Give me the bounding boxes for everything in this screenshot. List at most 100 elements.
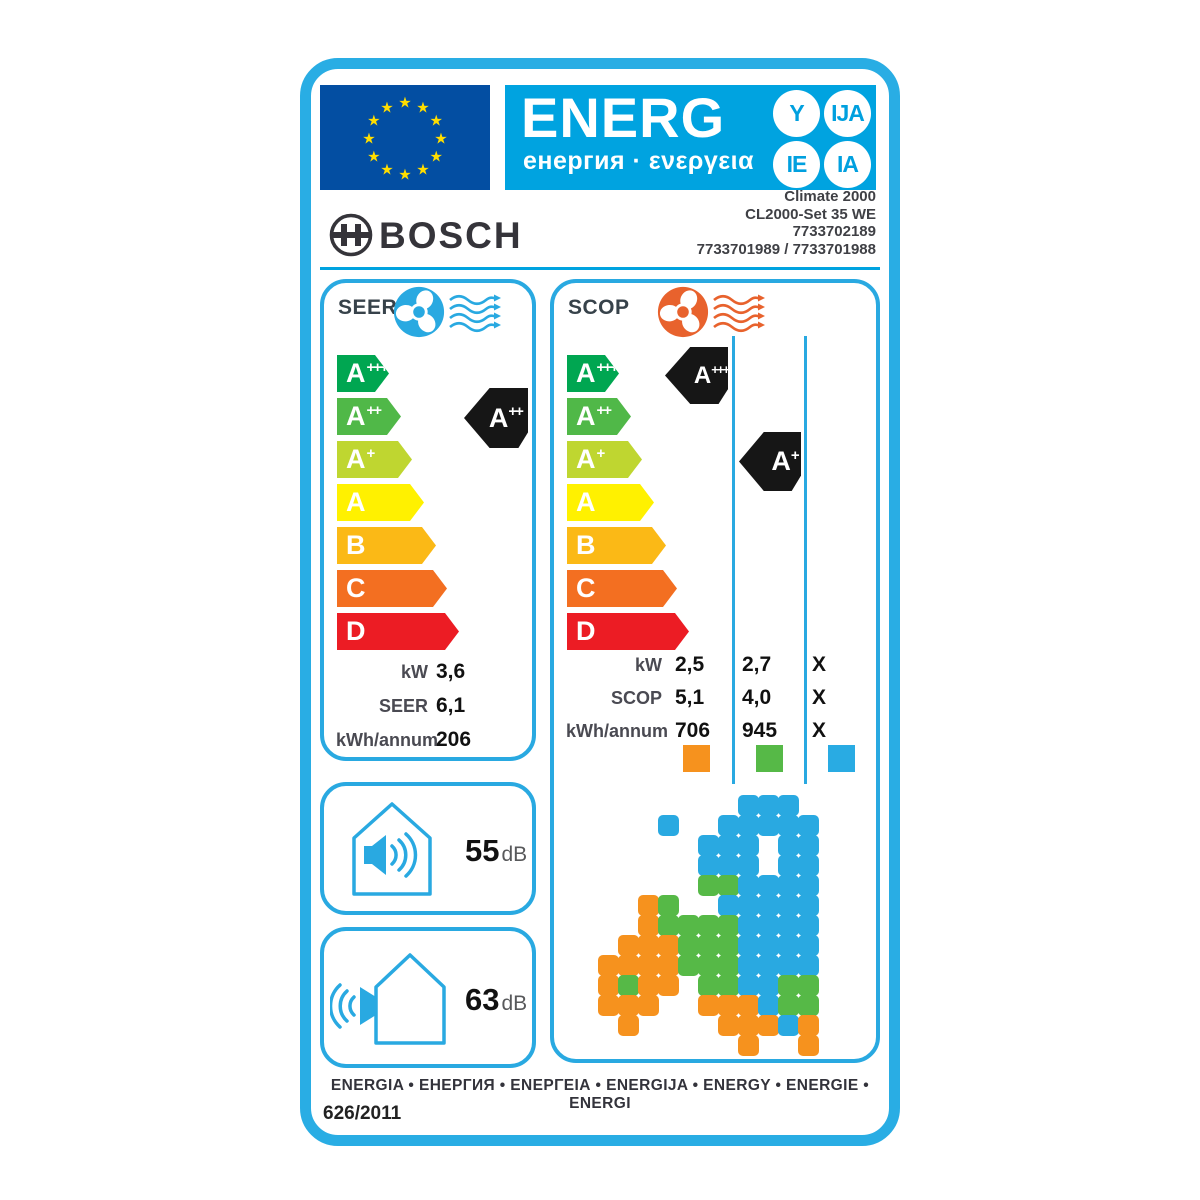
seer-value-row: SEER 6,1 [324,694,532,718]
value-label: kWh/annum [566,721,668,741]
seer-section: SEER A +++ A ++ A + [320,279,536,761]
svg-text:★: ★ [380,162,393,179]
outdoor-noise-value: 63 dB [465,982,527,1018]
svg-text:★: ★ [429,149,442,166]
value-label: SCOP [610,688,662,708]
energ-title: ENERG [521,86,726,149]
eu-flag: ★ ★★★★★★★★★★★ [320,85,490,190]
svg-text:★: ★ [398,167,411,184]
svg-text:★: ★ [367,149,380,166]
outdoor-noise-section: 63 dB [320,927,536,1068]
badge-ia: IA [824,141,871,188]
rating-arrow-a: A [337,484,424,521]
noise-number: 55 [465,833,500,868]
value: 706 [675,719,711,742]
value: X [812,653,827,676]
value: 6,1 [436,694,466,717]
svg-text:★: ★ [380,99,393,116]
warm-zone-swatch [683,745,710,772]
product-line: 7733702189 [792,223,876,240]
badge-ija: IJA [824,90,871,137]
eu-energy-label: ★ ★ ★ ★ ★ ★ ★ ★ ★ ★ ★ ★ ENERG енергия · ενεργεια Y … [300,58,900,1146]
seer-rating-pointer: A ++ [464,388,528,448]
value: 945 [742,719,778,742]
product-info: Climate 2000 CL2000-Set 35 WE 7733702189… [697,188,876,258]
product-line: CL2000-Set 35 WE [745,205,876,223]
seer-value-row: kWh/annum 206 [324,728,532,752]
badge-y: Y [773,90,820,137]
energia-languages-line: ENERGIA • ЕНЕРГИЯ • ΕΝΕΡΓΕΙΑ • ENERGIJA … [330,1077,870,1112]
climate-zone-divider-1 [732,336,735,784]
rating-arrow-b: B [567,527,666,564]
rating-arrow-c: C [567,570,677,607]
value-label: kW [635,655,662,675]
indoor-noise-value: 55 dB [465,833,527,869]
brand-name: BOSCH [379,215,523,256]
value: 3,6 [436,660,466,683]
rating-arrow-d: D [567,613,689,650]
scop-section: SCOP A +++ A ++ [550,279,880,1063]
energ-banner: ENERG енергия · ενεργεια Y IJA IE IA [505,85,876,190]
value: X [812,686,827,709]
svg-text:★: ★ [416,99,429,116]
climate-zone-divider-2 [804,336,807,784]
average-zone-swatch [756,745,783,772]
seer-rating-scale: A +++ A ++ A + A B C D [337,355,459,656]
svg-text:★: ★ [416,162,429,179]
seer-value-row: kW 3,6 [324,660,532,684]
scop-rating-scale: A +++ A ++ A + A B C D [567,355,689,656]
product-line: Climate 2000 [784,188,876,205]
warm-air-waves-icon [713,294,765,333]
rating-arrow-a3: A +++ [567,355,619,392]
cold-zone-swatch [828,745,855,772]
svg-text:★: ★ [429,113,442,130]
eu-stars: ★ ★★★★★★★★★★★ [362,95,447,184]
outdoor-noise-icon [330,953,446,1045]
svg-text:★: ★ [362,131,375,148]
value: 4,0 [742,686,772,709]
rating-arrow-a3: A +++ [337,355,389,392]
scop-value-row: kWh/annum 706 945 X [554,719,876,743]
rating-arrow-a2: A ++ [337,398,401,435]
svg-text:★: ★ [398,95,411,112]
energ-language-badges: Y IJA IE IA [773,90,871,188]
value: 2,7 [742,653,772,676]
cooling-fan-icon [393,286,445,338]
svg-text:★: ★ [434,131,447,148]
value: X [812,719,827,742]
scop-value-row: SCOP 5,1 4,0 X [554,686,876,710]
rating-arrow-a: A [567,484,654,521]
value: 206 [436,728,472,751]
bosch-logo-icon [329,213,373,257]
seer-values: kW 3,6 SEER 6,1 kWh/annum 206 [324,660,532,762]
scop-values: kW 2,5 2,7 X SCOP 5,1 4,0 X kWh/annum 70… [554,653,876,752]
rating-arrow-a2: A ++ [567,398,631,435]
europe-climate-map [558,795,878,1057]
value-label: kW [401,662,428,682]
noise-number: 63 [465,982,500,1017]
indoor-noise-section: 55 dB [320,782,536,915]
badge-ie: IE [773,141,820,188]
climate-zone-legend [554,745,876,773]
scop-title: SCOP [568,296,630,319]
rating-arrow-d: D [337,613,459,650]
value: 2,5 [675,653,705,676]
noise-unit: dB [501,992,528,1015]
regulation-number: 626/2011 [323,1103,402,1124]
rating-arrow-a1: A + [567,441,642,478]
cool-air-waves-icon [449,294,501,333]
value-label: kWh/annum [336,730,438,750]
value: 5,1 [675,686,705,709]
product-line: 7733701989 / 7733701988 [696,240,876,258]
scop-value-row: kW 2,5 2,7 X [554,653,876,677]
noise-unit: dB [501,843,528,866]
heating-fan-icon [657,286,709,338]
value-label: SEER [378,696,428,716]
header-divider [320,267,880,270]
indoor-noise-icon [352,802,432,896]
rating-arrow-b: B [337,527,436,564]
rating-arrow-a1: A + [337,441,412,478]
scop-rating-pointer-average: A + [739,432,801,491]
seer-title: SEER [338,296,398,319]
